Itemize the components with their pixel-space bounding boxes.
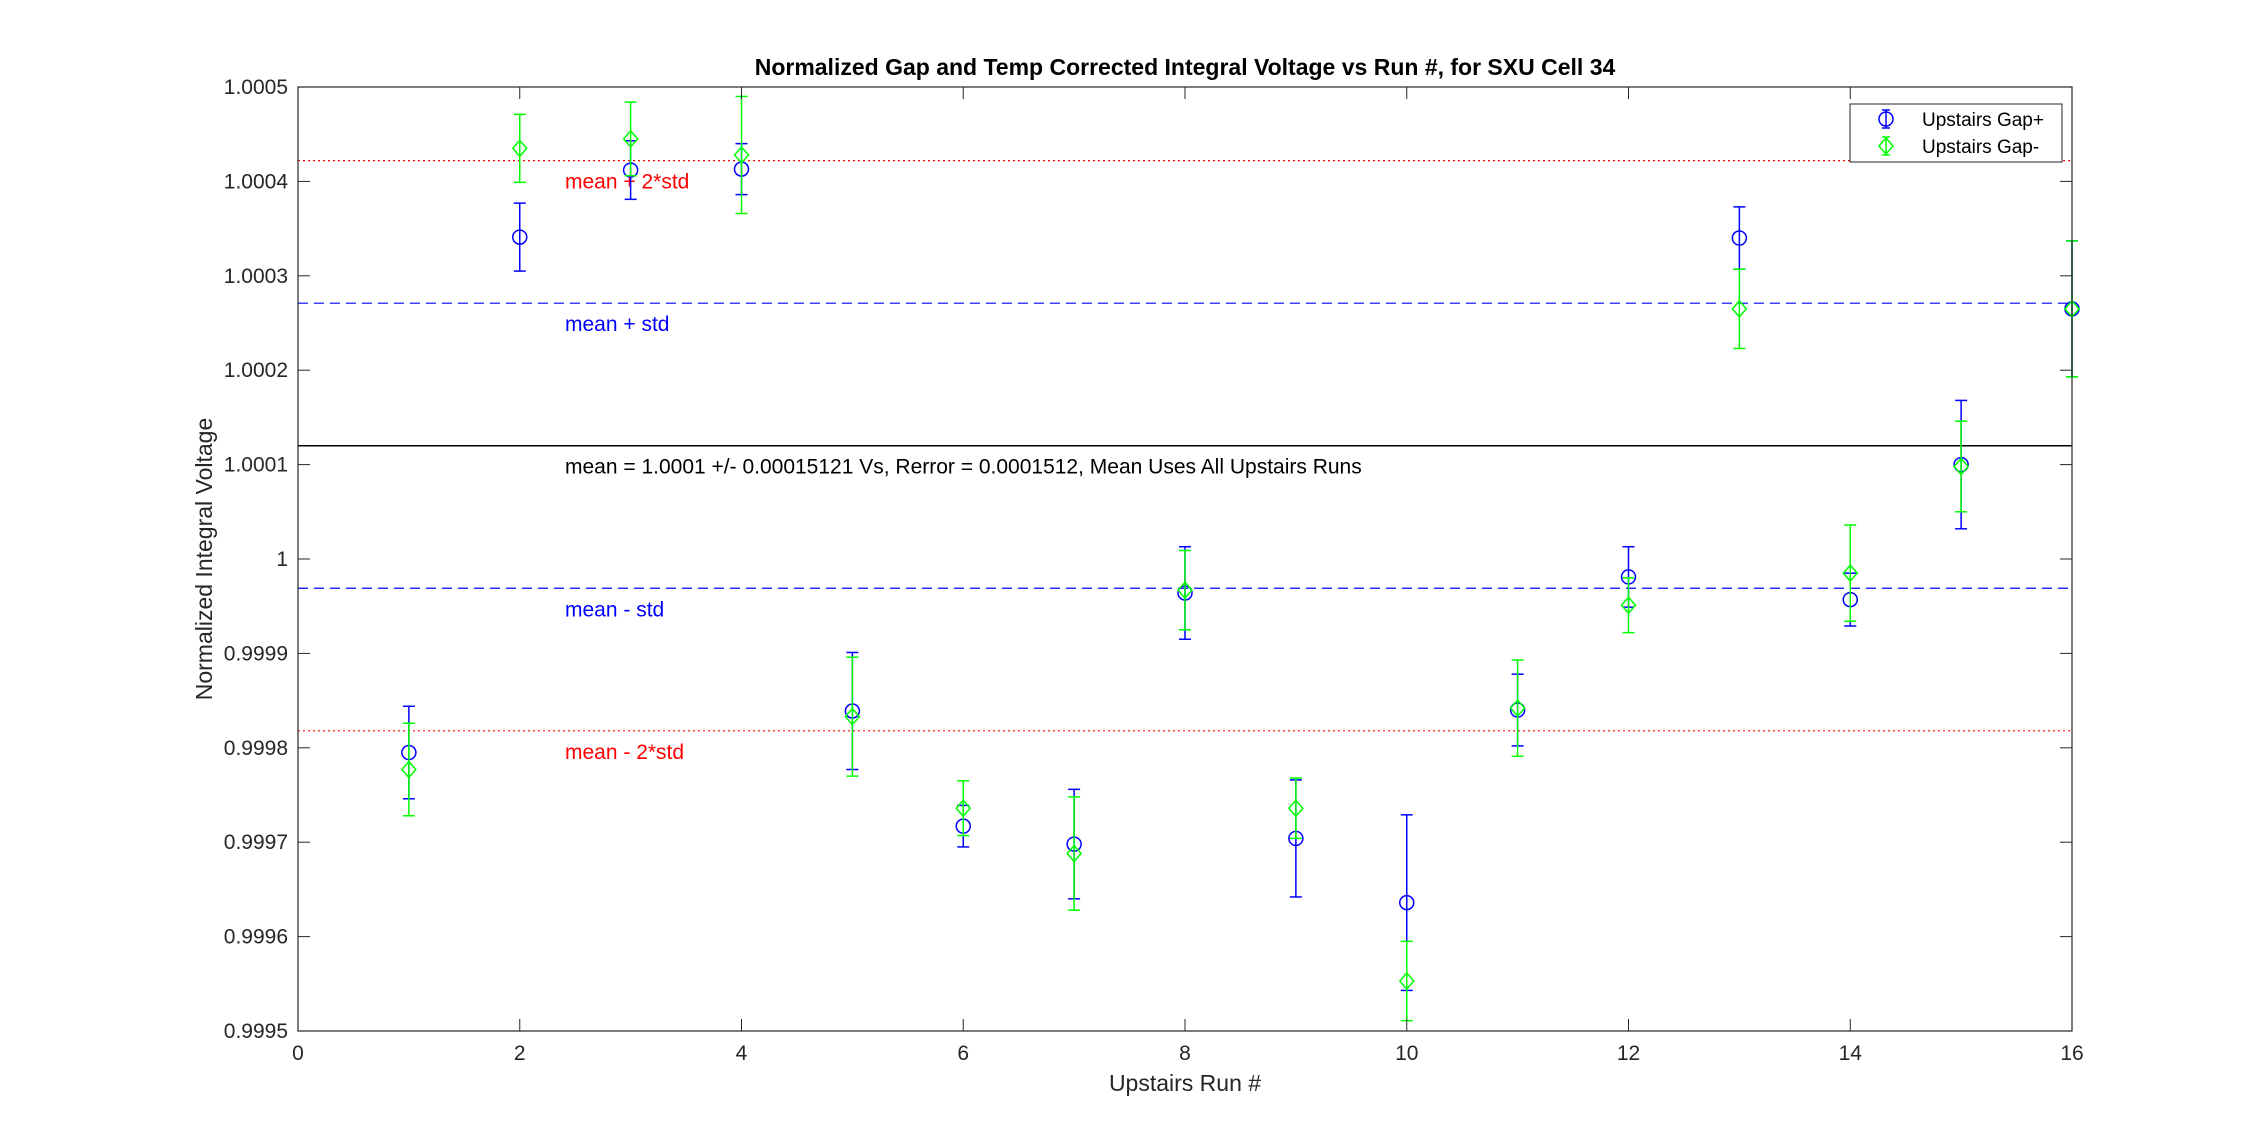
data-point-diamond bbox=[1509, 699, 1526, 718]
axes: 0 2 4 6 8 10 12 14 16 0.9995 0.9996 0.9997 0.9998 0.9… bbox=[224, 76, 2084, 1065]
x-tick-label: 0 bbox=[292, 1042, 304, 1065]
y-tick-label: 1.0001 bbox=[224, 454, 288, 477]
reference-label-1: mean + std bbox=[565, 313, 669, 336]
x-tick-label: 16 bbox=[2060, 1042, 2083, 1065]
data-point-circle bbox=[1731, 230, 1748, 246]
data-point-diamond bbox=[1842, 564, 1859, 583]
y-tick-label: 0.9996 bbox=[224, 926, 288, 949]
data-point-diamond bbox=[622, 129, 639, 149]
data-point-diamond bbox=[955, 799, 972, 818]
y-tick-label: 0.9998 bbox=[224, 737, 288, 760]
reference-label-2: mean = 1.0001 +/- 0.00015121 Vs, Rerror … bbox=[565, 456, 1362, 479]
reference-label-4: mean - 2*std bbox=[565, 741, 684, 764]
data-point-diamond bbox=[1620, 596, 1637, 615]
legend-label-gap-plus: Upstairs Gap+ bbox=[1922, 110, 2044, 131]
chart-title: Normalized Gap and Temp Corrected Integr… bbox=[755, 54, 1616, 80]
data-point-diamond bbox=[1287, 799, 1304, 818]
y-tick-label: 1.0002 bbox=[224, 359, 288, 382]
legend-marker-diamond bbox=[1878, 136, 1894, 156]
x-tick-label: 12 bbox=[1617, 1042, 1640, 1065]
y-tick-label: 1 bbox=[276, 548, 288, 571]
data-point-diamond bbox=[844, 707, 861, 726]
data-point-diamond bbox=[733, 145, 750, 165]
data-point-diamond bbox=[1066, 844, 1083, 863]
reference-label-0: mean + 2*std bbox=[565, 171, 689, 194]
x-tick-label: 6 bbox=[957, 1042, 969, 1065]
data-point-diamond bbox=[1177, 581, 1193, 600]
y-tick-label: 1.0004 bbox=[224, 170, 289, 193]
x-tick-label: 2 bbox=[514, 1042, 526, 1065]
y-tick-label: 1.0003 bbox=[224, 265, 288, 288]
legend: Upstairs Gap+ Upstairs Gap- bbox=[1849, 103, 2063, 163]
x-tick-label: 10 bbox=[1395, 1042, 1418, 1065]
data-point-diamond bbox=[400, 760, 417, 779]
data-point-circle bbox=[512, 229, 528, 245]
data-point-diamond bbox=[511, 139, 528, 158]
y-tick-label: 0.9999 bbox=[224, 642, 288, 665]
y-axis-label: Normalized Integral Voltage bbox=[191, 418, 217, 701]
y-tick-label: 0.9995 bbox=[224, 1020, 288, 1043]
legend-label-gap-minus: Upstairs Gap- bbox=[1922, 137, 2039, 158]
legend-marker-circle bbox=[1878, 111, 1894, 127]
reference-lines: mean + 2*std mean + std mean = 1.0001 +/- … bbox=[298, 160, 2072, 764]
data-point-diamond bbox=[1398, 971, 1415, 991]
y-tick-label: 0.9997 bbox=[224, 831, 288, 854]
x-axis-label: Upstairs Run # bbox=[1109, 1070, 1261, 1096]
data-point-diamond bbox=[1953, 457, 1970, 476]
legend-entry-gap-minus: Upstairs Gap- bbox=[1878, 136, 2039, 158]
data-point-circle bbox=[1399, 894, 1415, 911]
reference-label-3: mean - std bbox=[565, 598, 664, 621]
x-tick-label: 4 bbox=[736, 1042, 748, 1065]
legend-entry-gap-plus: Upstairs Gap+ bbox=[1878, 109, 2044, 131]
x-tick-label: 14 bbox=[1839, 1042, 1863, 1065]
x-tick-label: 8 bbox=[1179, 1042, 1191, 1065]
data-point-diamond bbox=[1731, 299, 1748, 318]
y-tick-label: 1.0005 bbox=[224, 76, 288, 99]
